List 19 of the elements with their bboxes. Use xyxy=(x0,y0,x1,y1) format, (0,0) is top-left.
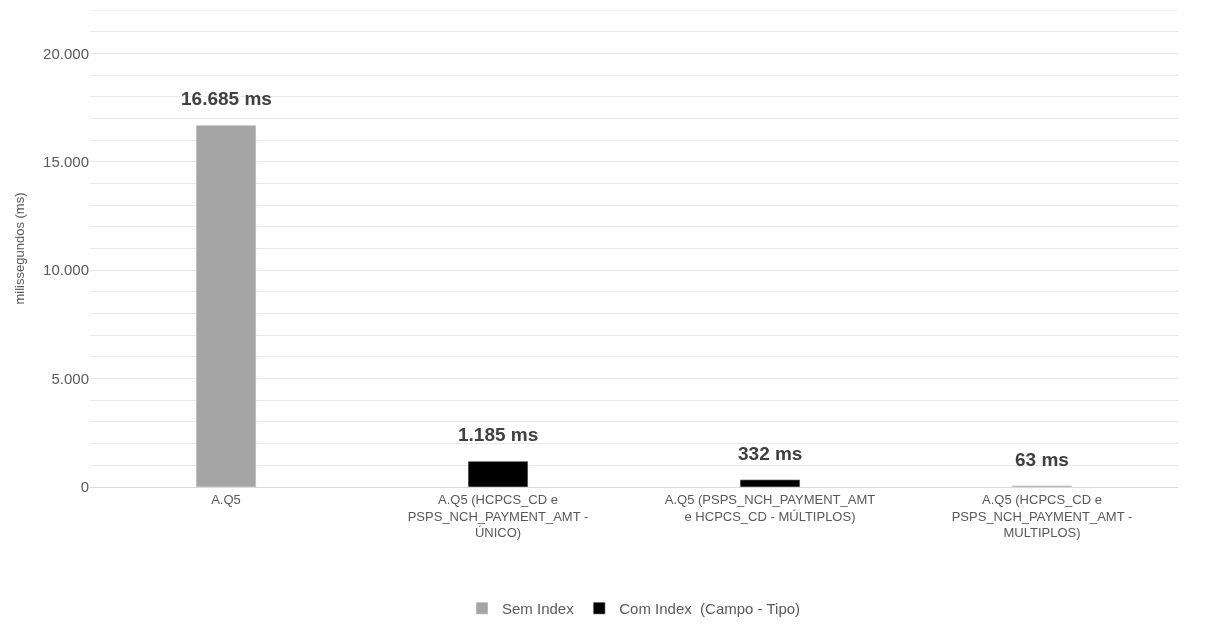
legend-label: Sem Index xyxy=(502,600,575,618)
data-label: 16.685 ms xyxy=(181,88,272,109)
y-axis-title: milissegundos (ms) xyxy=(12,192,28,305)
x-tick-label: A.Q5 xyxy=(211,491,241,507)
y-tick-label: 5.000 xyxy=(51,369,89,387)
bar xyxy=(739,479,801,487)
data-label: 63 ms xyxy=(1015,449,1069,470)
data-label: 1.185 ms xyxy=(458,424,539,445)
x-tick-label: A.Q5 (PSPS_NCH_PAYMENT_AMT e HCPCS_CD - MÚLTIPLOS) xyxy=(664,491,876,524)
bar xyxy=(467,461,529,487)
y-tick-label: 10.000 xyxy=(43,261,89,279)
x-tick-label: A.Q5 (HCPCS_CD e PSPS_NCH_PAYMENT_AMT - MULTIPLOS) xyxy=(951,491,1133,541)
legend-label: Com Index (Campo - Tipo) xyxy=(619,600,801,618)
bar xyxy=(195,124,257,487)
data-label: 332 ms xyxy=(738,443,803,464)
y-tick-label: 15.000 xyxy=(43,153,89,171)
y-tick-label: 0 xyxy=(80,478,89,496)
y-tick-label: 20.000 xyxy=(43,44,89,62)
x-tick-label: A.Q5 (HCPCS_CD e PSPS_NCH_PAYMENT_AMT - ÚNICO) xyxy=(407,491,589,541)
